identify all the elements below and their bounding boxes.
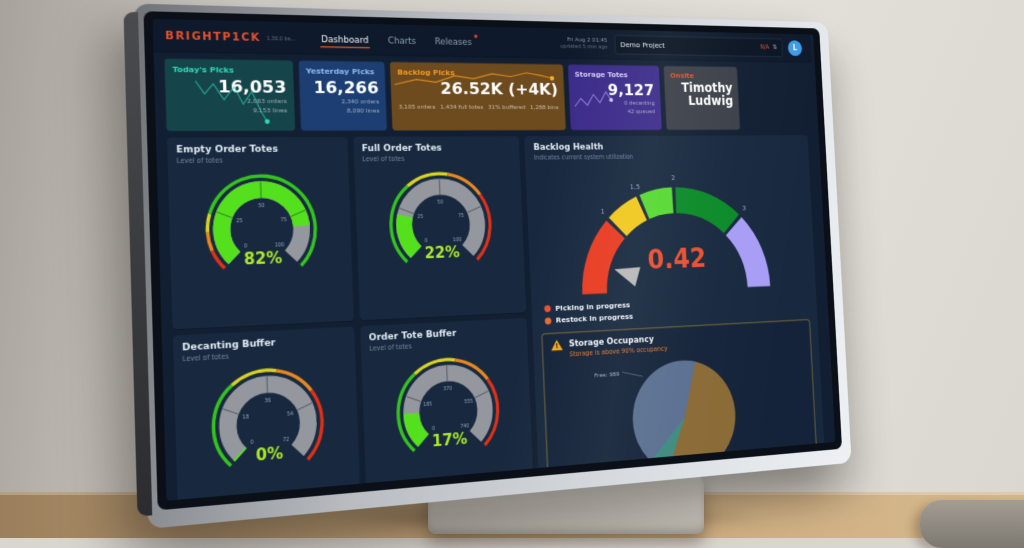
storage-occupancy-pie [630, 357, 738, 478]
svg-text:72: 72 [283, 437, 290, 444]
kpi-title: Storage Totes [575, 70, 654, 80]
svg-text:36: 36 [264, 397, 271, 404]
svg-text:82%: 82% [244, 249, 283, 269]
releases-badge-dot [474, 34, 477, 37]
svg-text:0.42: 0.42 [647, 243, 707, 276]
kpi-sub: 31% buffered [488, 104, 526, 111]
gauge-decanting-buffer: 0 18 36 54 720% [190, 356, 345, 485]
svg-text:54: 54 [287, 411, 294, 418]
svg-text:370: 370 [443, 386, 452, 393]
project-select-value: Demo Project [620, 40, 665, 49]
warning-icon: ! [550, 339, 563, 352]
tab-dashboard[interactable]: Dashboard [319, 24, 370, 54]
gauge-card-full-order-totes: Full Order Totes Level of totes 0 25 50 75 1… [353, 136, 526, 320]
clock-updated: updated 5 min ago [560, 43, 608, 51]
kpi-sub: 1,288 bins [530, 105, 559, 112]
nav-tabs: Dashboard Charts Releases [319, 24, 473, 56]
svg-text:50: 50 [258, 203, 265, 209]
gauge-card-empty-order-totes: Empty Order Totes Level of totes 0 25 50 75… [167, 137, 354, 330]
svg-text:75: 75 [281, 217, 287, 223]
kpi-card-yesterday-picks: Yesterday Picks 16,266 2,340 orders 8,09… [298, 61, 387, 131]
kpi-card-onsite: Onsite Timothy Ludwig [664, 66, 741, 130]
kpi-card-todays-picks: Today's Picks 16,053 2,063 orders 9,153 … [164, 59, 294, 131]
legend-dot [544, 305, 551, 312]
svg-text:3: 3 [742, 204, 747, 212]
kpi-sub: 9,153 lines [174, 107, 288, 115]
backlog-health-title: Backlog Health [533, 141, 800, 153]
svg-text:!: ! [555, 342, 559, 351]
onsite-operator-name: Timothy Ludwig [670, 81, 733, 108]
gauge-full-order-totes: 0 25 50 75 10022% [369, 164, 511, 279]
desk-object [920, 500, 1024, 548]
svg-text:2: 2 [671, 174, 676, 182]
version-label: 1.36.0 be... [266, 36, 295, 42]
dashboard-content: Empty Order Totes Level of totes 0 25 50 75… [167, 135, 831, 501]
legend-label: Restock in progress [556, 312, 634, 325]
kpi-spacer [742, 67, 808, 130]
svg-text:18: 18 [242, 414, 249, 421]
kpi-subrow: 3,105 orders 1,434 full totes 31% buffer… [398, 104, 558, 111]
gauge-subtitle: Level of totes [362, 155, 512, 163]
kpi-title: Today's Picks [172, 65, 286, 76]
gauge-title: Full Order Totes [362, 143, 512, 154]
svg-text:185: 185 [423, 401, 432, 408]
gauge-card-order-tote-buffer: Order Tote Buffer Level of totes 0 185 370… [360, 318, 534, 501]
svg-text:22%: 22% [424, 243, 460, 262]
svg-text:555: 555 [464, 398, 473, 405]
user-avatar[interactable]: L [788, 40, 803, 56]
storage-occupancy-header: ! Storage Occupancy Storage is above 90%… [550, 325, 804, 359]
kpi-title: Yesterday Picks [306, 66, 379, 76]
svg-text:75: 75 [458, 213, 464, 219]
kpi-card-backlog-picks: Backlog Picks 26.52K (+4K) 3,105 orders … [390, 62, 566, 130]
svg-text:25: 25 [417, 214, 423, 220]
tab-releases[interactable]: Releases [433, 27, 474, 56]
storage-pie-wrap: Free: 989 [630, 357, 738, 478]
tab-charts[interactable]: Charts [386, 25, 418, 54]
kpi-sub: 8,090 lines [307, 108, 380, 115]
kpi-title: Onsite [670, 71, 732, 80]
gauge-empty-order-totes: 0 25 50 75 10082% [184, 165, 338, 285]
svg-text:17%: 17% [432, 430, 468, 451]
svg-text:0%: 0% [255, 444, 283, 465]
svg-text:25: 25 [236, 218, 243, 224]
kpi-sub: 2,340 orders [307, 99, 380, 106]
monitor-bezel: BRIGHTP1CK 1.36.0 be... Dashboard Charts… [143, 11, 842, 510]
brand-logo: BRIGHTP1CK [165, 29, 261, 44]
screen: BRIGHTP1CK 1.36.0 be... Dashboard Charts… [153, 19, 836, 501]
pie-slice-label: Free: 989 [594, 371, 619, 379]
monitor: BRIGHTP1CK 1.36.0 be... Dashboard Charts… [133, 4, 851, 529]
kpi-sub: 3,105 orders [398, 104, 435, 111]
backlog-health-subtitle: Indicates current system utilization [534, 153, 801, 162]
clock: Fri Aug 2 01:45 updated 5 min ago [560, 36, 608, 51]
kpi-sub: 42 queued [576, 109, 655, 116]
kpi-value: 16,266 [306, 79, 379, 97]
backlog-health-card: Backlog Health Indicates current system … [524, 135, 830, 501]
select-chevron-icon: ⇅ [772, 44, 777, 51]
pie-label-leader-line [622, 372, 643, 377]
kpi-value: 9,127 [575, 81, 654, 98]
kpi-card-storage-totes: Storage Totes 9,127 0 decanting 42 queue… [568, 65, 662, 130]
gauge-card-decanting-buffer: Decanting Buffer Level of totes 0 18 36 54 7… [173, 327, 362, 501]
gauge-order-tote-buffer: 0 185 370 555 74017% [376, 346, 519, 469]
svg-text:1.5: 1.5 [630, 183, 641, 192]
kpi-value: 16,053 [173, 77, 287, 96]
storage-occupancy-panel: ! Storage Occupancy Storage is above 90%… [542, 319, 818, 491]
kpi-title: Backlog Picks [397, 68, 557, 79]
kpi-sub: 0 decanting [576, 100, 655, 107]
kpi-value: 26.52K (+4K) [398, 79, 559, 98]
topbar: BRIGHTP1CK 1.36.0 be... Dashboard Charts… [153, 19, 812, 63]
gauge-title: Empty Order Totes [176, 144, 339, 156]
gauge-subtitle: Level of totes [177, 157, 340, 166]
svg-text:0: 0 [250, 440, 253, 447]
svg-text:50: 50 [437, 199, 443, 205]
project-status-badge: N/A [760, 44, 769, 50]
svg-text:1: 1 [600, 207, 605, 216]
project-select[interactable]: Demo Project N/A ⇅ [614, 35, 783, 57]
legend-dot [545, 317, 552, 324]
kpi-row: Today's Picks 16,053 2,063 orders 9,153 … [164, 59, 807, 131]
kpi-sub: 1,434 full totes [440, 104, 483, 111]
kpi-sub: 2,063 orders [173, 98, 287, 106]
gauge-grid: Empty Order Totes Level of totes 0 25 50 75… [167, 136, 539, 501]
monitor-frame: BRIGHTP1CK 1.36.0 be... Dashboard Charts… [133, 4, 851, 529]
